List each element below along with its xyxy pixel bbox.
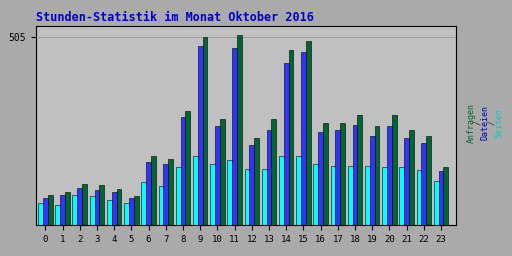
Bar: [439, 171, 443, 225]
Bar: [193, 156, 198, 225]
Bar: [284, 63, 289, 225]
Bar: [168, 159, 173, 225]
Bar: [77, 188, 82, 225]
Bar: [323, 123, 328, 225]
Text: /: /: [487, 120, 496, 125]
Bar: [203, 37, 207, 225]
Bar: [117, 189, 121, 225]
Bar: [134, 196, 139, 225]
Bar: [38, 203, 43, 225]
Bar: [90, 196, 95, 225]
Bar: [65, 193, 70, 225]
Bar: [176, 167, 181, 225]
Bar: [82, 184, 87, 225]
Text: Seiten: Seiten: [495, 108, 504, 138]
Bar: [289, 50, 293, 225]
Bar: [48, 195, 53, 225]
Bar: [421, 143, 426, 225]
Bar: [124, 203, 129, 225]
Bar: [434, 181, 439, 225]
Text: Anfragen: Anfragen: [466, 103, 476, 143]
Bar: [404, 137, 409, 225]
Bar: [306, 40, 311, 225]
Bar: [296, 156, 301, 225]
Bar: [318, 132, 323, 225]
Bar: [198, 46, 203, 225]
Bar: [227, 160, 232, 225]
Bar: [301, 52, 306, 225]
Bar: [387, 126, 392, 225]
Bar: [399, 167, 404, 225]
Bar: [313, 164, 318, 225]
Bar: [331, 166, 335, 225]
Bar: [146, 162, 151, 225]
Bar: [129, 198, 134, 225]
Bar: [392, 115, 397, 225]
Bar: [279, 156, 284, 225]
Bar: [232, 48, 237, 225]
Bar: [245, 169, 249, 225]
Bar: [95, 190, 99, 225]
Text: Dateien: Dateien: [481, 105, 490, 140]
Bar: [382, 167, 387, 225]
Bar: [215, 126, 220, 225]
Bar: [267, 130, 271, 225]
Bar: [141, 182, 146, 225]
Bar: [375, 126, 379, 225]
Bar: [112, 193, 117, 225]
Bar: [60, 195, 65, 225]
Bar: [426, 136, 431, 225]
Bar: [340, 123, 345, 225]
Bar: [55, 205, 60, 225]
Bar: [107, 200, 112, 225]
Bar: [370, 136, 375, 225]
Bar: [262, 169, 267, 225]
Bar: [185, 111, 190, 225]
Bar: [159, 186, 163, 225]
Bar: [249, 145, 254, 225]
Bar: [409, 130, 414, 225]
Bar: [357, 115, 362, 225]
Text: Stunden-Statistik im Monat Oktober 2016: Stunden-Statistik im Monat Oktober 2016: [36, 12, 314, 24]
Bar: [335, 130, 340, 225]
Text: /: /: [473, 120, 482, 125]
Bar: [73, 195, 77, 225]
Bar: [181, 117, 185, 225]
Bar: [151, 156, 156, 225]
Bar: [348, 166, 353, 225]
Bar: [163, 164, 168, 225]
Bar: [99, 185, 104, 225]
Bar: [353, 124, 357, 225]
Bar: [443, 167, 449, 225]
Bar: [365, 166, 370, 225]
Bar: [220, 119, 225, 225]
Bar: [210, 164, 215, 225]
Bar: [271, 119, 276, 225]
Bar: [43, 198, 48, 225]
Bar: [254, 137, 259, 225]
Bar: [237, 35, 242, 225]
Bar: [417, 170, 421, 225]
